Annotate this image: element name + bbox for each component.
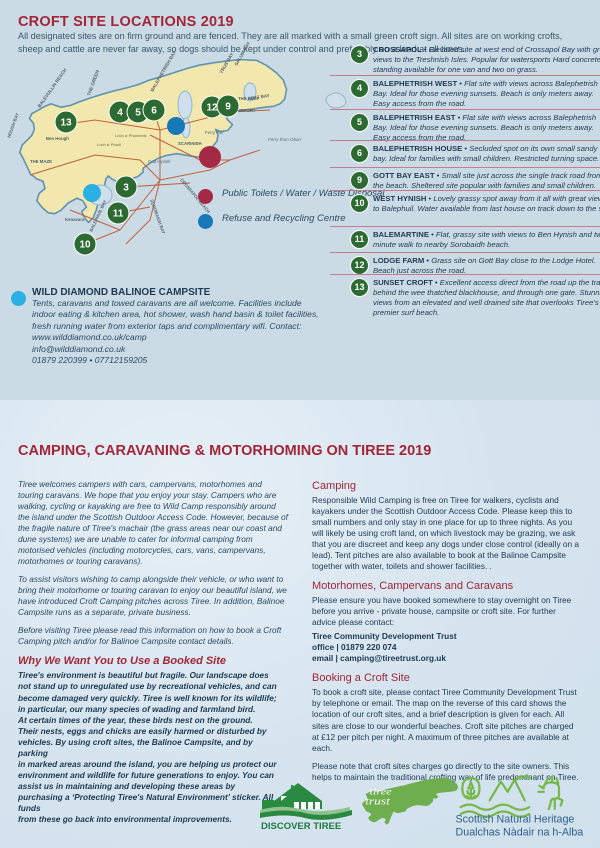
svg-text:Ben Hough: Ben Hough <box>46 136 69 141</box>
svg-text:SCARINISH: SCARINISH <box>178 141 202 146</box>
svg-text:BALEVULLIN BEACH: BALEVULLIN BEACH <box>37 67 68 109</box>
svg-text:Ferry from Oban: Ferry from Oban <box>268 137 302 142</box>
svg-text:HOUGH BAY: HOUGH BAY <box>6 112 20 138</box>
svg-text:SOROBAIGH BAY: SOROBAIGH BAY <box>149 199 166 235</box>
svg-text:Ferry Pier: Ferry Pier <box>205 130 224 135</box>
svg-text:5: 5 <box>135 108 141 119</box>
svg-text:9: 9 <box>225 102 231 113</box>
svg-text:trust: trust <box>365 795 390 807</box>
svg-text:Dualchas Nàdair na h-Alba: Dualchas Nàdair na h-Alba <box>456 826 584 838</box>
svg-text:Loch a' Phuill: Loch a' Phuill <box>97 142 121 147</box>
svg-text:Kenavara: Kenavara <box>65 217 85 222</box>
svg-text:11: 11 <box>113 209 124 220</box>
svg-text:THE GREEN: THE GREEN <box>86 69 100 97</box>
svg-text:13: 13 <box>60 118 72 129</box>
svg-text:4: 4 <box>117 108 123 119</box>
svg-text:Loch a' Phuinneis: Loch a' Phuinneis <box>115 133 146 138</box>
svg-text:3: 3 <box>123 183 129 194</box>
svg-text:THE MAZE: THE MAZE <box>30 159 52 164</box>
svg-text:Gott Hynish: Gott Hynish <box>148 159 171 164</box>
svg-text:DISCOVER TIREE: DISCOVER TIREE <box>261 821 341 831</box>
svg-text:6: 6 <box>151 106 157 117</box>
svg-text:AIRPORT: AIRPORT <box>236 108 256 113</box>
svg-text:10: 10 <box>79 240 91 251</box>
svg-text:Scottish Natural Heritage: Scottish Natural Heritage <box>456 814 575 826</box>
svg-text:12: 12 <box>206 103 218 114</box>
